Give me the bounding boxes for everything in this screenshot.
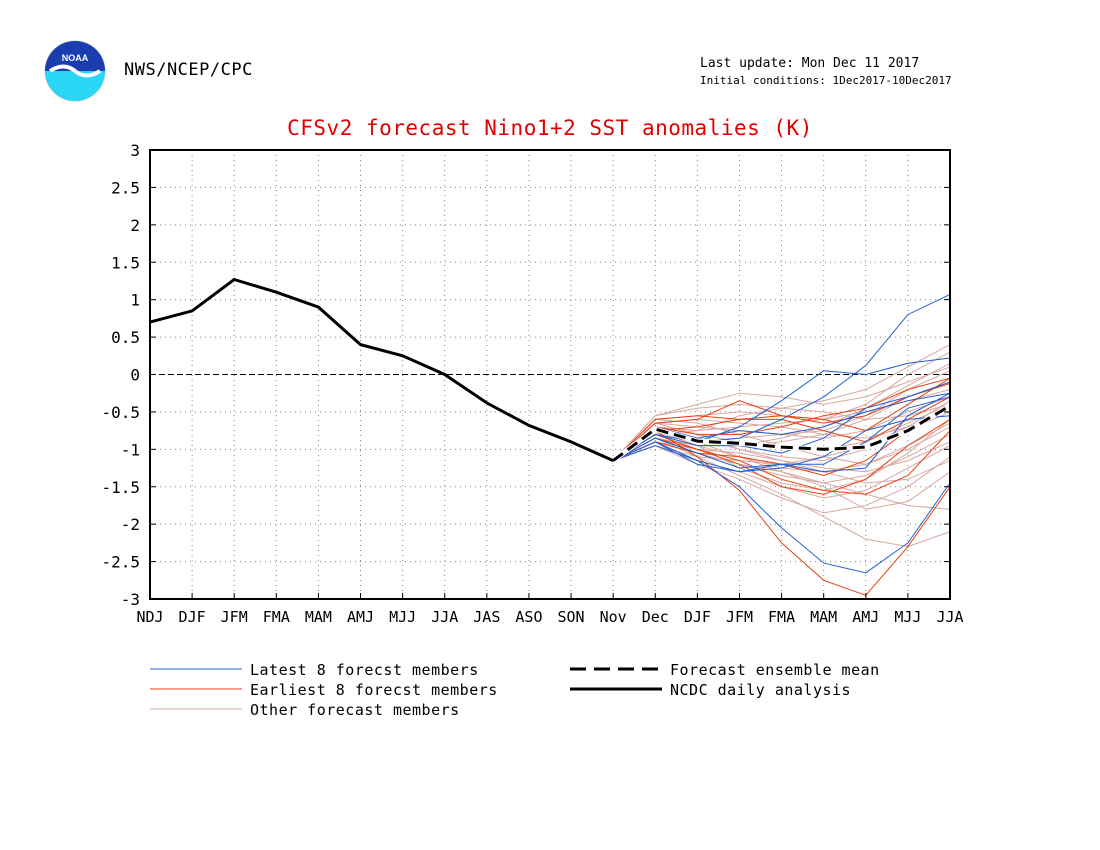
x-tick-label: SON — [558, 608, 585, 626]
x-tick-label: JAS — [473, 608, 500, 626]
x-tick-label: AMJ — [347, 608, 374, 626]
y-tick-label: -3 — [121, 590, 140, 609]
y-tick-label: -0.5 — [101, 403, 140, 422]
legend-label-other: Other forecast members — [250, 701, 460, 719]
y-tick-label: 2.5 — [111, 178, 140, 197]
x-tick-label: DJF — [179, 608, 206, 626]
analysis-line — [149, 277, 614, 462]
other-member-line — [612, 366, 951, 461]
x-tick-label: Dec — [642, 608, 669, 626]
org-label: NWS/NCEP/CPC — [124, 60, 253, 80]
x-tick-label: JJA — [431, 608, 458, 626]
y-tick-label: 3 — [130, 141, 140, 160]
x-tick-label: FMA — [263, 608, 290, 626]
earliest-member-line — [612, 418, 951, 495]
x-tick-label: AMJ — [852, 608, 879, 626]
legend-layer — [150, 667, 662, 710]
other-member-line — [612, 351, 951, 461]
initial-conditions: Initial conditions: 1Dec2017-10Dec2017 — [700, 74, 952, 87]
other-member-line — [612, 403, 951, 461]
ensemble-mean-line — [612, 404, 951, 462]
y-tick-label: 0.5 — [111, 328, 140, 347]
latest-member-line — [612, 293, 951, 462]
y-tick-label: -2 — [121, 515, 140, 534]
y-tick-label: -1.5 — [101, 478, 140, 497]
y-tick-label: 1 — [130, 291, 140, 310]
last-update: Last update: Mon Dec 11 2017 — [700, 56, 920, 71]
x-tick-label: JFM — [221, 608, 248, 626]
other-member-line — [612, 437, 951, 548]
x-tick-label: MAM — [810, 608, 837, 626]
x-tick-label: NDJ — [136, 608, 163, 626]
x-tick-label: FMA — [768, 608, 795, 626]
noaa-logo: NOAA — [44, 40, 106, 102]
latest-member-line — [613, 396, 951, 473]
latest-member-line — [612, 415, 951, 473]
x-tick-label: MAM — [305, 608, 332, 626]
x-tick-label: MJJ — [389, 608, 416, 626]
logo-text: NOAA — [62, 53, 89, 63]
legend-label-mean: Forecast ensemble mean — [670, 661, 880, 679]
x-tick-label: Nov — [600, 608, 627, 626]
chart-title: CFSv2 forecast Nino1+2 SST anomalies (K) — [287, 116, 813, 140]
legend-label-earliest: Earliest 8 forecst members — [250, 681, 498, 699]
y-tick-label: -1 — [121, 440, 140, 459]
other-member-line — [612, 362, 951, 462]
y-tick-label: -2.5 — [101, 553, 140, 572]
y-tick-label: 1.5 — [111, 253, 140, 272]
legend-label-latest: Latest 8 forecst members — [250, 661, 479, 679]
x-tick-label: DJF — [684, 608, 711, 626]
grid-layer — [150, 150, 950, 599]
plot-frame — [149, 149, 951, 600]
main-layer — [149, 277, 952, 463]
earliest-member-line — [612, 430, 951, 495]
y-tick-label: 2 — [130, 216, 140, 235]
legend-label-analysis: NCDC daily analysis — [670, 681, 852, 699]
latest-member-line — [612, 441, 951, 574]
earliest-member-line — [612, 383, 951, 461]
other-member-line — [613, 445, 951, 514]
x-tick-label: JJA — [936, 608, 963, 626]
other-member-line — [612, 422, 951, 484]
x-tick-label: JFM — [726, 608, 753, 626]
y-tick-label: 0 — [130, 366, 140, 385]
x-tick-label: ASO — [515, 608, 542, 626]
latest-member-line — [612, 381, 951, 462]
x-tick-label: MJJ — [894, 608, 921, 626]
